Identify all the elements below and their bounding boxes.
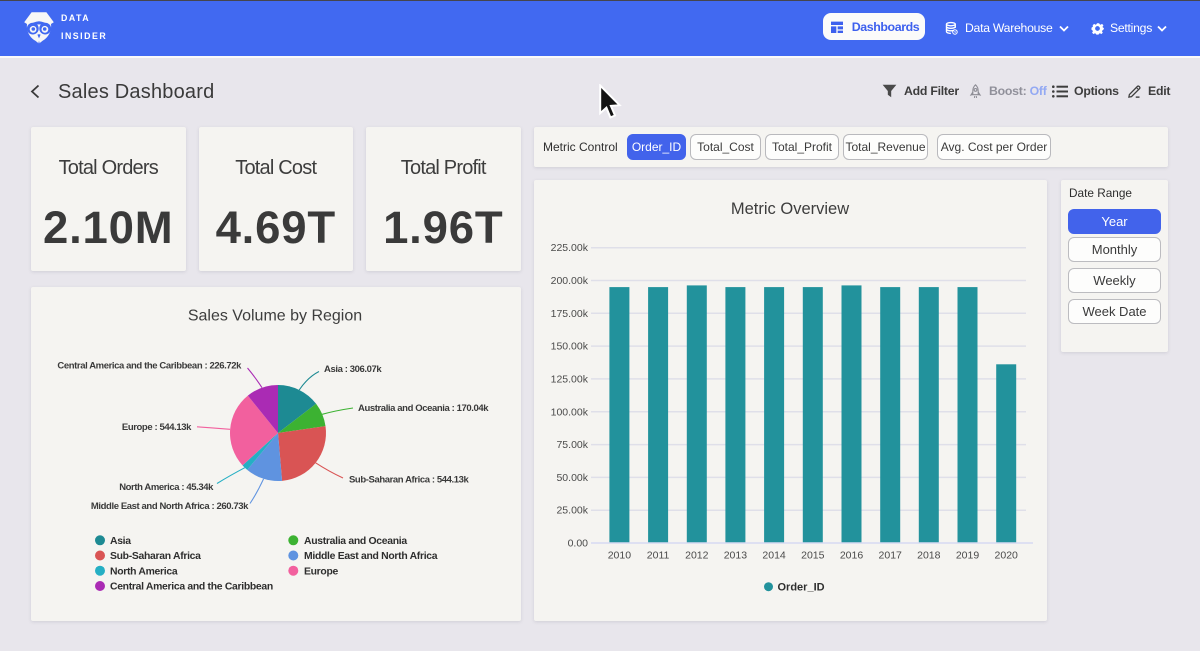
svg-text:Central America and the Caribb: Central America and the Caribbean bbox=[110, 582, 273, 593]
svg-text:2014: 2014 bbox=[762, 550, 786, 562]
svg-text:2018: 2018 bbox=[917, 550, 941, 562]
svg-text:2010: 2010 bbox=[608, 550, 632, 562]
svg-text:Middle East and North Africa: Middle East and North Africa bbox=[304, 551, 438, 562]
svg-text:2011: 2011 bbox=[647, 550, 670, 562]
svg-text:50.00k: 50.00k bbox=[556, 472, 588, 484]
svg-text:2020: 2020 bbox=[995, 550, 1019, 562]
svg-text:Order_ID: Order_ID bbox=[778, 582, 825, 594]
svg-text:Sub-Saharan Africa: Sub-Saharan Africa bbox=[110, 551, 201, 562]
svg-text:0.00: 0.00 bbox=[568, 538, 589, 550]
svg-text:100.00k: 100.00k bbox=[551, 406, 589, 418]
svg-text:Australia and Oceania : 170.04: Australia and Oceania : 170.04k bbox=[358, 403, 489, 414]
svg-text:Central America and the Caribb: Central America and the Caribbean : 226.… bbox=[57, 361, 242, 372]
svg-text:2016: 2016 bbox=[840, 550, 864, 562]
svg-text:North America: North America bbox=[110, 566, 178, 577]
svg-text:Australia and Oceania: Australia and Oceania bbox=[304, 536, 407, 547]
svg-text:Metric Overview: Metric Overview bbox=[731, 200, 849, 218]
svg-text:2017: 2017 bbox=[879, 550, 903, 562]
svg-text:125.00k: 125.00k bbox=[551, 373, 589, 385]
svg-text:Sales Volume by Region: Sales Volume by Region bbox=[188, 308, 362, 325]
svg-text:Europe: Europe bbox=[304, 566, 339, 577]
svg-text:2019: 2019 bbox=[956, 550, 980, 562]
svg-text:Asia: Asia bbox=[110, 536, 131, 547]
svg-text:150.00k: 150.00k bbox=[551, 341, 589, 353]
svg-text:Europe : 544.13k: Europe : 544.13k bbox=[122, 422, 192, 433]
svg-text:2013: 2013 bbox=[724, 550, 748, 562]
svg-text:2012: 2012 bbox=[685, 550, 709, 562]
svg-text:2015: 2015 bbox=[801, 550, 825, 562]
svg-text:75.00k: 75.00k bbox=[556, 439, 588, 451]
svg-text:North America : 45.34k: North America : 45.34k bbox=[119, 482, 214, 493]
svg-text:25.00k: 25.00k bbox=[556, 505, 588, 517]
svg-text:Sub-Saharan Africa : 544.13k: Sub-Saharan Africa : 544.13k bbox=[349, 475, 470, 486]
svg-text:Asia : 306.07k: Asia : 306.07k bbox=[324, 364, 382, 375]
svg-text:Middle East and North Africa :: Middle East and North Africa : 260.73k bbox=[91, 501, 249, 512]
svg-text:175.00k: 175.00k bbox=[551, 308, 589, 320]
svg-text:200.00k: 200.00k bbox=[551, 275, 589, 287]
svg-text:225.00k: 225.00k bbox=[551, 242, 589, 254]
